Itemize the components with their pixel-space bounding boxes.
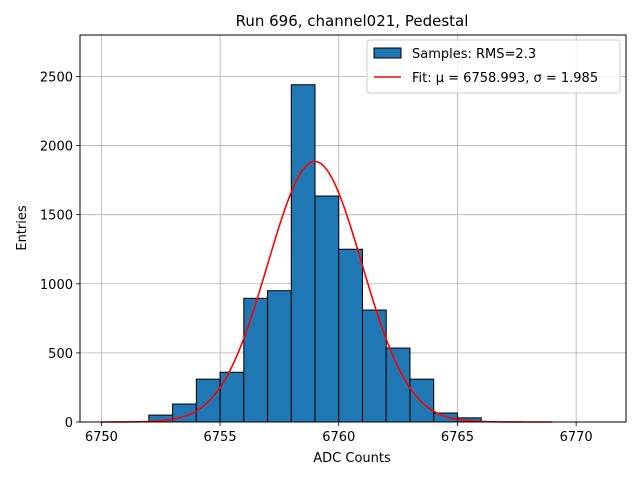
- x-tick-label: 6765: [441, 430, 474, 445]
- x-tick-label: 6750: [85, 430, 118, 445]
- histogram-bar: [243, 297, 269, 423]
- y-tick-label: 1500: [40, 209, 73, 224]
- histogram-bar: [267, 290, 292, 423]
- legend: Samples: RMS=2.3 Fit: μ = 6758.993, σ = …: [366, 39, 621, 94]
- fit-curve: [101, 160, 553, 423]
- histogram-bar: [385, 347, 411, 423]
- legend-label-samples: Samples: RMS=2.3: [412, 47, 536, 62]
- x-tick-label: 6770: [560, 430, 593, 445]
- y-tick-label: 2500: [40, 70, 73, 85]
- y-tick-label: 1000: [40, 278, 73, 293]
- y-tick-label: 500: [48, 347, 73, 362]
- x-axis-title: ADC Counts: [313, 451, 391, 466]
- fit-curve-layer: [101, 160, 553, 423]
- legend-box: [366, 39, 621, 94]
- histogram-bar: [361, 309, 387, 423]
- y-axis-ticks: 0 500 1000 1500 2000 2500: [40, 70, 80, 431]
- x-axis-ticks: 6750 6755 6760 6765 6770: [85, 422, 593, 445]
- legend-label-fit: Fit: μ = 6758.993, σ = 1.985: [412, 71, 598, 86]
- histogram-bar: [409, 378, 435, 423]
- x-tick-label: 6755: [204, 430, 237, 445]
- x-tick-label: 6760: [322, 430, 355, 445]
- legend-swatch-samples: [373, 47, 402, 59]
- y-tick-label: 0: [65, 416, 73, 431]
- histogram-bar: [338, 248, 363, 423]
- histogram-bar: [314, 195, 340, 423]
- y-axis-title: Entries: [15, 205, 30, 251]
- histogram-bar: [433, 412, 458, 423]
- plot-frame: [79, 34, 627, 423]
- chart-title: Run 696, channel021, Pedestal: [236, 12, 469, 30]
- histogram-bars: [148, 84, 482, 423]
- histogram-bar: [195, 378, 221, 423]
- y-tick-label: 2000: [40, 140, 73, 155]
- histogram-bar: [219, 371, 245, 423]
- histogram-bar: [290, 84, 316, 423]
